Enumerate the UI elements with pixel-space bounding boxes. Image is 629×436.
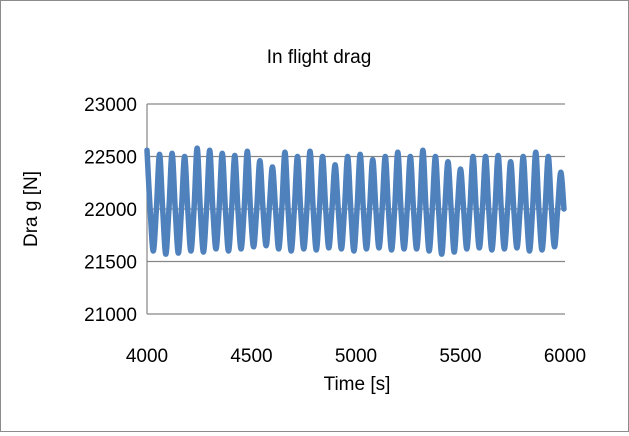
x-tick-labels: 4000 4500 5000 5500 6000 bbox=[126, 346, 586, 367]
y-tick-label: 21000 bbox=[84, 305, 137, 326]
x-tick-label: 4500 bbox=[230, 346, 272, 367]
x-tick-label: 4000 bbox=[126, 346, 168, 367]
y-tick-label: 23000 bbox=[84, 95, 137, 116]
series-line-0 bbox=[144, 145, 567, 257]
x-tick-label: 6000 bbox=[544, 346, 586, 367]
x-axis-label: Time [s] bbox=[324, 374, 391, 395]
y-axis-label: Dra g [N] bbox=[21, 171, 42, 247]
y-tick-label: 21500 bbox=[84, 253, 137, 274]
series-layer bbox=[144, 145, 567, 257]
y-tick-label: 22000 bbox=[84, 200, 137, 221]
y-tick-labels: 21000 21500 22000 22500 23000 bbox=[84, 95, 137, 326]
chart-title: In flight drag bbox=[267, 47, 372, 68]
x-tick-label: 5000 bbox=[335, 346, 377, 367]
y-tick-label: 22500 bbox=[84, 148, 137, 169]
x-tick-label: 5500 bbox=[439, 346, 481, 367]
